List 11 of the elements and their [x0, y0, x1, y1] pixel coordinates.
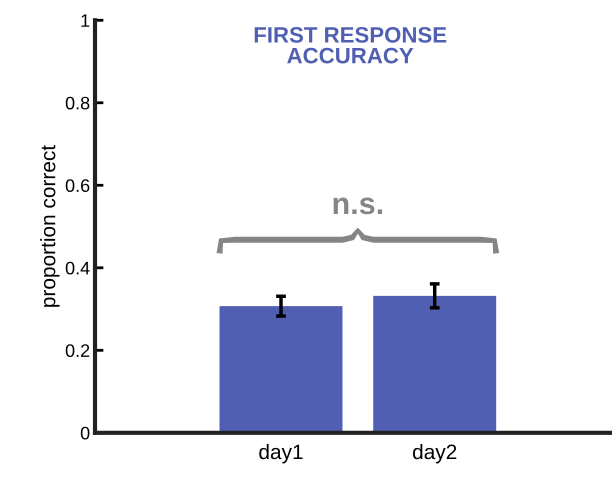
x-tick-label: day1 [259, 444, 303, 464]
y-tick-label: 0.8 [66, 96, 90, 110]
x-tick-label: day2 [413, 444, 456, 464]
y-tick-label: 0.4 [66, 262, 90, 275]
y-tick-label: 1 [81, 14, 90, 27]
text: FIRST RESPONSE ACCURACY [254, 27, 446, 64]
y-tick-label: 0.2 [66, 344, 90, 358]
y-axis-title: proportion correct [40, 145, 60, 307]
y-tick-label: 0 [80, 426, 90, 440]
annotation: n.s. [334, 198, 382, 214]
y-tick-label: 0.6 [66, 179, 90, 192]
